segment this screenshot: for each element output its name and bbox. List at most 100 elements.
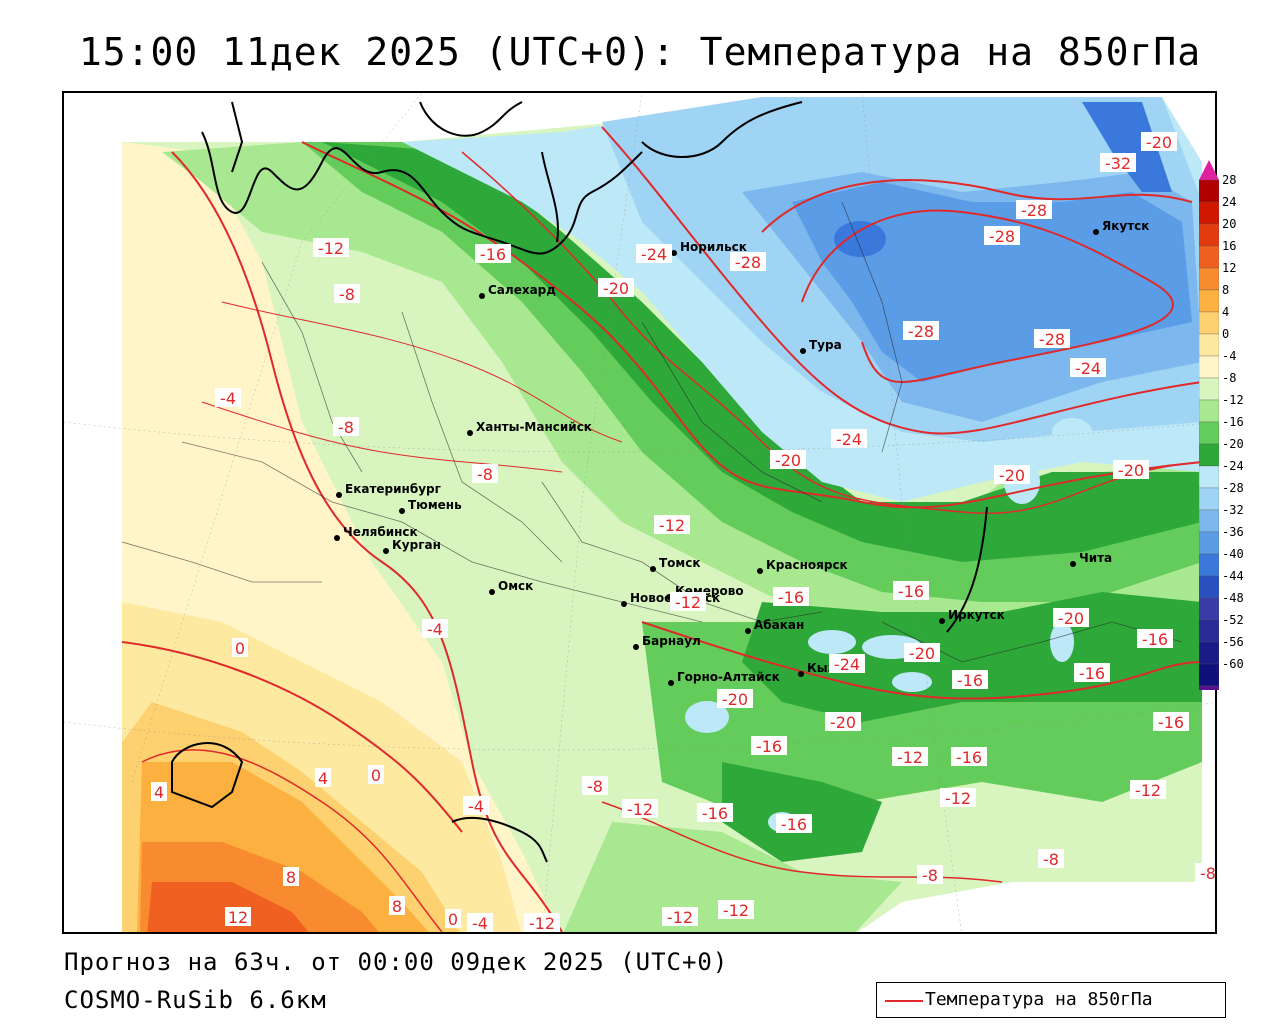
legend-label: Температура на 850гПа (925, 989, 1153, 1010)
colorbar-tick-label: 20 (1222, 217, 1237, 231)
city-marker (800, 348, 806, 354)
isoline-label-box (730, 252, 766, 271)
isoline-label: -12 (945, 789, 971, 808)
colorbar-tick-label: 4 (1222, 305, 1230, 319)
isoline-label-box (445, 909, 461, 928)
isoline-label: -16 (480, 245, 506, 264)
colorbar-tick-label: 16 (1222, 239, 1237, 253)
city-marker (479, 293, 485, 299)
isoline-label: -12 (897, 748, 923, 767)
city-label: Салехард (488, 283, 556, 297)
city-marker (489, 589, 495, 595)
city-label: Норильск (680, 240, 747, 254)
isoline-label: -12 (667, 908, 693, 927)
isoline-label: 0 (371, 766, 381, 785)
isoline-label: -12 (723, 901, 749, 920)
isoline-label-box (368, 765, 384, 784)
isoline-label-box (598, 278, 634, 297)
colorbar-band (1199, 531, 1219, 555)
isoline-label-box (1141, 132, 1177, 151)
colorbar-tick-label: -48 (1222, 591, 1244, 605)
isoline-label: -20 (909, 644, 935, 663)
colorbar-band (1199, 663, 1219, 687)
colorbar-tick-label: -4 (1222, 349, 1237, 363)
isoline-label: -8 (477, 465, 493, 484)
isoline-label-box (1153, 712, 1189, 731)
isoline-label-box (904, 643, 940, 662)
city-marker (798, 671, 804, 677)
isoline-label-box (940, 788, 976, 807)
isoline-label: 8 (392, 897, 402, 916)
isoline-label: 4 (318, 769, 328, 788)
colorbar-band (1199, 245, 1219, 269)
city-marker (633, 644, 639, 650)
city-label: Горно-Алтайск (677, 670, 780, 684)
isoline-label: -16 (702, 804, 728, 823)
colorbar-band (1199, 179, 1219, 203)
isoline-label-box (636, 244, 672, 263)
isoline-label-box (718, 900, 754, 919)
isoline-label: -8 (1043, 850, 1059, 869)
colorbar-band (1199, 487, 1219, 511)
isoline-label-box (917, 865, 943, 884)
isoline-label: -32 (1105, 154, 1131, 173)
isoline-label-box (232, 638, 248, 657)
isoline-paths (121, 126, 1203, 932)
city-marker (671, 250, 677, 256)
isoline-labels: -20 -32 -28 -28 -12 -16 -24 -28 -8 -20 -28 -28 -24 -4… (151, 132, 1215, 932)
isoline-label-box (1074, 663, 1110, 682)
isoline-label-box (622, 799, 658, 818)
colorbar-band (1199, 619, 1219, 643)
isoline-label-box (283, 867, 299, 886)
colorbar-tick-label: -40 (1222, 547, 1244, 561)
isoline-label-box (1130, 780, 1166, 799)
colorbar-band (1199, 289, 1219, 313)
isoline-label-box (1113, 460, 1149, 479)
isoline-label: -28 (1021, 201, 1047, 220)
isoline-label: 8 (286, 868, 296, 887)
colorbar-tick-label: -44 (1222, 569, 1244, 583)
isoline-label: -20 (722, 690, 748, 709)
colorbar (1199, 160, 1219, 690)
colorbar-tick-label: -12 (1222, 393, 1244, 407)
isoline-label: -8 (922, 866, 938, 885)
colorbar-tick-label: -36 (1222, 525, 1244, 539)
isoline-label-box (389, 896, 405, 915)
isoline-label-box (151, 782, 167, 801)
colorbar-band (1199, 685, 1219, 690)
isoline-label: -16 (898, 582, 924, 601)
city-label: Барнаул (642, 634, 701, 648)
isoline-label-box (751, 736, 787, 755)
isoline-label-box (952, 670, 988, 689)
isoline-label: -28 (908, 322, 934, 341)
isoline-label: -20 (1146, 133, 1172, 152)
city-label: Тюмень (408, 498, 462, 512)
isoline-label-box (893, 581, 929, 600)
colorbar-band (1199, 267, 1219, 291)
isoline-label: -28 (989, 227, 1015, 246)
colorbar-band (1199, 311, 1219, 335)
city-marker (467, 430, 473, 436)
colorbar-tick-label: -28 (1222, 481, 1244, 495)
isoline-label: -24 (834, 655, 860, 674)
isoline-label-box (1195, 863, 1215, 882)
isoline-label-box (770, 450, 806, 469)
isoline-label: -16 (957, 671, 983, 690)
isoline-label: -20 (603, 279, 629, 298)
colorbar-tick-label: 12 (1222, 261, 1237, 275)
colorbar-top-arrow (1199, 160, 1219, 180)
isoline-label: -4 (220, 389, 236, 408)
isoline-label-box (994, 465, 1030, 484)
isoline-label: -16 (1142, 630, 1168, 649)
city-label: Тура (809, 338, 842, 352)
isoline-label-box (831, 429, 867, 448)
isoline-label: -12 (318, 239, 344, 258)
isoline-label-box (475, 244, 511, 263)
isoline-label: -4 (427, 620, 443, 639)
city-marker (621, 601, 627, 607)
isoline-label: -4 (468, 797, 484, 816)
city-label: Курган (392, 538, 441, 552)
city-label: Якутск (1102, 219, 1149, 233)
temperature-fills (64, 93, 1215, 932)
isoline-label-box (984, 226, 1020, 245)
